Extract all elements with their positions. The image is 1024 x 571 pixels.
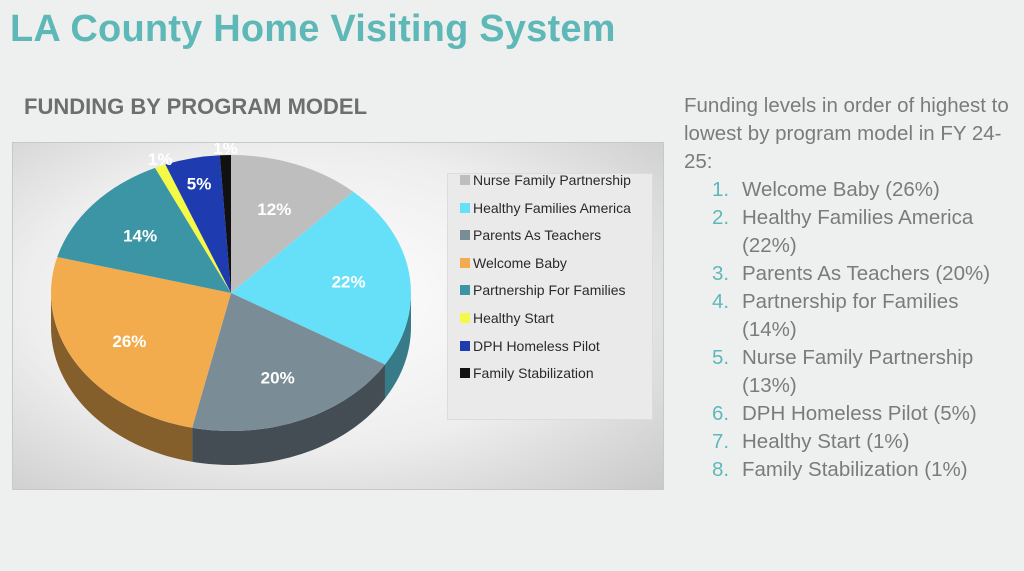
legend-swatch [460, 202, 470, 213]
legend-label: Family Stabilization [473, 365, 594, 382]
chart-legend: Nurse Family Partnership Healthy Families… [447, 170, 653, 420]
ranking-number: 4. [712, 290, 730, 313]
pie-slice-partnership-for-families [57, 167, 231, 293]
ranking-number: 7. [712, 430, 730, 453]
pie-slice-dph-homeless-pilot [165, 155, 231, 293]
ranking-number: 2. [712, 206, 730, 229]
data-label: 22% [332, 272, 366, 291]
legend-label: Partnership For Families [473, 282, 626, 299]
pie-slice-healthy-start [155, 164, 231, 293]
ranking-text: Nurse Family Partnership (13%) [742, 346, 974, 397]
legend-label: Healthy Families America [473, 199, 631, 216]
ranking-text: Healthy Start (1%) [742, 430, 910, 453]
legend-label: DPH Homeless Pilot [473, 337, 600, 354]
ranking-text: Family Stabilization (1%) [742, 458, 968, 481]
pie-side-1 [384, 293, 411, 399]
ranking-item: 2. Healthy Families America (22%) [684, 204, 1014, 260]
legend-item: Partnership For Families [460, 280, 626, 300]
legend-swatch [460, 285, 470, 296]
pie-slices [50, 155, 411, 431]
legend-label: Nurse Family Partnership [473, 172, 631, 188]
ranking-number: 8. [712, 458, 730, 481]
legend-swatch [460, 313, 470, 323]
legend-swatch [460, 257, 470, 268]
pie-side-2 [192, 364, 385, 465]
legend-item: Nurse Family Partnership [460, 170, 631, 190]
legend-label: Parents As Teachers [473, 227, 602, 244]
pie-chart: 12% 22% 20% 26% 14% 1% 5% 1% [50, 143, 411, 465]
legend-swatch [460, 175, 470, 185]
pie-slice-healthy-families-america [231, 191, 411, 365]
chart-container: 12% 22% 20% 26% 14% 1% 5% 1% Nurse Family Partn… [12, 142, 664, 490]
ranking-item: 7. Healthy Start (1%) [684, 428, 1014, 456]
pie-slice-nurse-family-partnership [231, 155, 354, 293]
pie-slice-family-stabilization [219, 155, 231, 293]
ranking-item: 1. Welcome Baby (26%) [684, 176, 1014, 204]
ranking-item: 6. DPH Homeless Pilot (5%) [684, 400, 1014, 428]
side-panel: Funding levels in order of highest to lo… [684, 92, 1014, 484]
pie-sides [51, 293, 411, 465]
pie-data-labels: 12% 22% 20% 26% 14% 1% 5% 1% [112, 143, 365, 388]
legend-swatch [460, 230, 470, 241]
ranking-text: Parents As Teachers (20%) [742, 262, 991, 285]
ranking-text: Welcome Baby (26%) [742, 178, 940, 201]
data-label: 26% [112, 332, 146, 351]
ranking-item: 4. Partnership for Families (14%) [684, 288, 1014, 344]
ranking-text: Partnership for Families (14%) [742, 290, 959, 341]
data-label: 5% [187, 175, 212, 194]
legend-item: Parents As Teachers [460, 225, 601, 245]
legend-label: Healthy Start [473, 310, 554, 326]
side-intro: Funding levels in order of highest to lo… [684, 94, 1009, 173]
legend-item: Healthy Families America [460, 198, 631, 218]
data-label: 12% [257, 200, 291, 219]
legend-item: DPH Homeless Pilot [460, 336, 600, 356]
ranking-item: 8. Family Stabilization (1%) [684, 456, 1014, 484]
ranking-list: 1. Welcome Baby (26%) 2. Healthy Families A… [684, 176, 1014, 484]
ranking-number: 6. [712, 402, 730, 425]
data-label: 1% [148, 150, 173, 169]
ranking-text: DPH Homeless Pilot (5%) [742, 402, 977, 425]
legend-swatch [460, 340, 470, 351]
legend-item: Family Stabilization [460, 363, 594, 383]
legend-item: Welcome Baby [460, 253, 567, 273]
ranking-item: 3. Parents As Teachers (20%) [684, 260, 1014, 288]
ranking-item: 5. Nurse Family Partnership (13%) [684, 344, 1014, 400]
legend-item: Healthy Start [460, 308, 554, 328]
pie-slice-welcome-baby [50, 256, 232, 428]
data-label: 14% [123, 226, 157, 245]
legend-label: Welcome Baby [473, 254, 567, 271]
ranking-number: 5. [712, 346, 730, 369]
chart-subtitle: FUNDING BY PROGRAM MODEL [24, 94, 368, 119]
pie-slice-parents-as-teachers [192, 293, 385, 431]
page-title: LA County Home Visiting System [10, 8, 616, 50]
legend-swatch [460, 368, 470, 379]
ranking-number: 3. [712, 262, 730, 285]
data-label: 1% [213, 143, 238, 158]
ranking-number: 1. [712, 178, 730, 201]
ranking-text: Healthy Families America (22%) [742, 206, 974, 257]
pie-side-3 [51, 293, 193, 462]
data-label: 20% [261, 369, 295, 388]
